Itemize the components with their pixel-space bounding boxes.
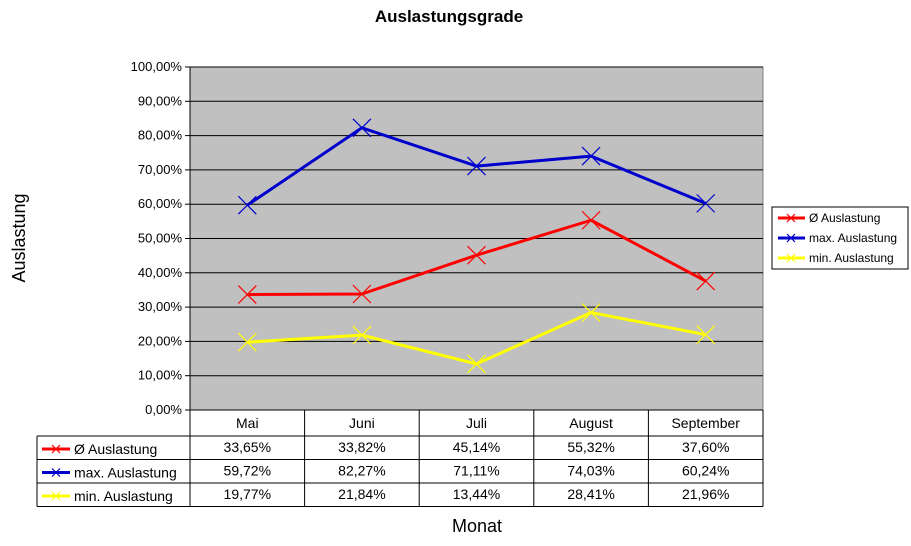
table-legend-key-marker <box>51 491 61 501</box>
data-point <box>237 285 257 305</box>
data-point <box>467 354 486 374</box>
x-axis-label: Monat <box>452 516 502 536</box>
data-point <box>696 325 716 345</box>
legend-key-marker <box>786 233 796 243</box>
data-point <box>581 210 601 230</box>
y-tick-label: 90,00% <box>138 93 183 108</box>
marker-stroke <box>237 332 257 352</box>
table-legend-key-marker <box>51 444 61 454</box>
data-label: 82,27% <box>338 463 385 479</box>
y-tick-label: 10,00% <box>138 368 183 383</box>
data-point <box>352 118 372 138</box>
data-point <box>237 332 257 352</box>
y-tick-label: 70,00% <box>138 162 183 177</box>
data-point <box>581 303 601 322</box>
data-label: 28,41% <box>567 486 614 502</box>
legend-entry: max. Auslastung <box>809 231 897 245</box>
y-tick-label: 30,00% <box>138 299 183 314</box>
data-point <box>352 325 372 345</box>
y-tick-label: 80,00% <box>138 128 183 143</box>
data-label: 55,32% <box>567 439 614 455</box>
legend-entry: min. Auslastung <box>809 251 894 265</box>
table-legend-key-marker <box>51 468 61 477</box>
marker-stroke <box>237 285 257 305</box>
chart-title: Auslastungsgrade <box>375 7 523 26</box>
data-label: 33,65% <box>224 439 271 455</box>
table-row-label: max. Auslastung <box>74 465 177 481</box>
data-label: 33,82% <box>338 439 385 455</box>
legend-key-marker <box>786 253 796 263</box>
marker-stroke <box>467 156 486 176</box>
legend-entry: Ø Auslastung <box>809 211 880 225</box>
marker-stroke <box>581 210 601 230</box>
data-label: 71,11% <box>453 463 499 479</box>
data-label: 45,14% <box>453 439 500 455</box>
data-point <box>696 271 716 291</box>
y-tick-label: 100,00% <box>131 59 183 74</box>
data-point <box>696 193 716 213</box>
x-tick-label: August <box>569 415 613 431</box>
x-tick-label: September <box>671 415 740 431</box>
marker-stroke <box>352 118 372 138</box>
data-point <box>467 156 486 176</box>
x-tick-label: Mai <box>236 415 259 431</box>
data-point <box>581 146 601 166</box>
table-row-label: min. Auslastung <box>74 488 173 504</box>
data-label: 19,77% <box>224 486 271 502</box>
data-point <box>352 284 372 304</box>
marker-stroke <box>352 325 372 345</box>
data-label: 21,96% <box>682 486 729 502</box>
marker-stroke <box>467 354 486 374</box>
marker-stroke <box>696 271 716 291</box>
data-point <box>467 245 486 265</box>
marker-stroke <box>467 245 486 265</box>
data-label: 59,72% <box>224 463 271 479</box>
legend-key-marker <box>786 213 796 223</box>
y-tick-label: 20,00% <box>138 333 183 348</box>
marker-stroke <box>696 193 716 213</box>
marker-stroke <box>696 325 716 345</box>
table-row-label: Ø Auslastung <box>74 441 157 457</box>
y-tick-label: 0,00% <box>145 402 182 417</box>
y-tick-label: 60,00% <box>138 196 183 211</box>
y-tick-label: 50,00% <box>138 231 183 246</box>
marker-stroke <box>581 303 601 322</box>
y-axis-label: Auslastung <box>9 193 29 282</box>
x-tick-label: Juli <box>466 415 487 431</box>
data-label: 37,60% <box>682 439 729 455</box>
data-label: 60,24% <box>682 463 729 479</box>
y-tick-label: 40,00% <box>138 265 183 280</box>
data-point <box>237 195 257 215</box>
marker-stroke <box>237 195 257 215</box>
data-label: 13,44% <box>453 486 500 502</box>
x-tick-label: Juni <box>349 415 375 431</box>
marker-stroke <box>352 284 372 304</box>
data-label: 74,03% <box>567 463 614 479</box>
marker-stroke <box>581 146 601 166</box>
data-label: 21,84% <box>338 486 385 502</box>
